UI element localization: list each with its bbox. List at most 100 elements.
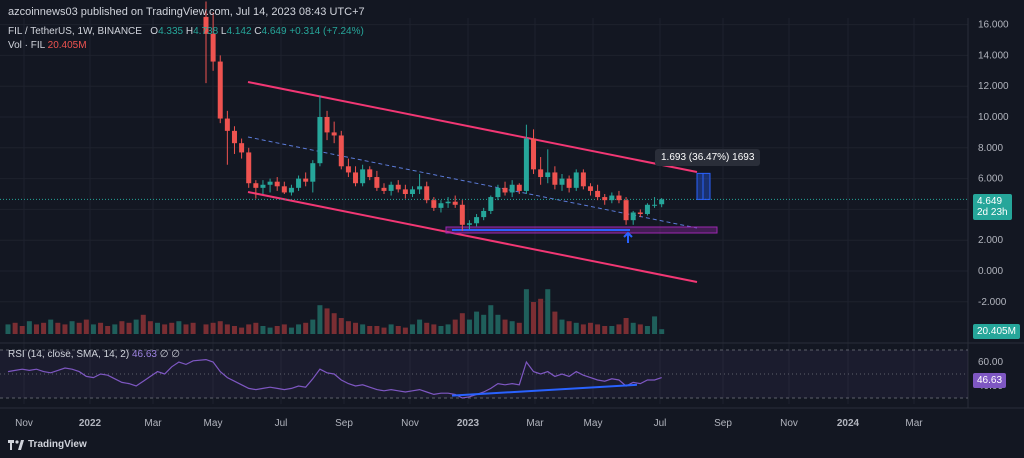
volume-bar-25: [381, 327, 387, 334]
candle-body-54: [587, 186, 593, 191]
candle-body-5: [239, 143, 245, 153]
rsi-legend: RSI (14, close, SMA, 14, 2) 46.63 ∅ ∅: [8, 349, 180, 360]
volume-bar-10: [274, 326, 280, 334]
price-tick-label-1: 0.000: [978, 266, 1003, 277]
volume-bar-2: [217, 321, 223, 334]
volume-bar-28: [402, 327, 408, 334]
time-tick-label-8: Mar: [526, 418, 544, 429]
candle-body-37: [466, 223, 472, 225]
volume-bar-41: [495, 314, 501, 334]
high-label: H: [185, 26, 194, 37]
volume-bar-50: [559, 319, 565, 334]
candle-body-60: [630, 212, 636, 221]
time-tick-label-7: 2023: [457, 418, 480, 429]
time-tick-label-13: 2024: [837, 418, 860, 429]
rsi-tick-label-1: 60.00: [978, 357, 1003, 368]
rsi-extra: ∅ ∅: [159, 349, 180, 360]
symbol-legend: FIL / TetherUS, 1W, BINANCE O4.335 H4.73…: [8, 26, 364, 37]
volume-bar-44: [516, 322, 522, 334]
candle-body-59: [623, 200, 629, 221]
candle-body-30: [417, 186, 423, 190]
time-tick-label-1: 2022: [79, 418, 102, 429]
candle-body-46: [531, 138, 537, 170]
tradingview-logo-icon: [8, 439, 24, 450]
volume-bar-59: [623, 318, 629, 334]
volume-bar-60: [630, 322, 636, 334]
volume-bar-pre-22: [162, 324, 168, 334]
price-tick-label-6: 10.000: [978, 112, 1009, 123]
rsi-label[interactable]: RSI (14, close, SMA, 14, 2): [8, 349, 130, 360]
volume-bar-7: [253, 322, 259, 334]
candle-body-31: [424, 186, 430, 201]
candle-body-39: [481, 210, 487, 218]
candle-body-12: [288, 187, 294, 193]
volume-bar-pre-6: [48, 319, 54, 334]
volume-bar-11: [281, 324, 287, 334]
volume-bar-16: [317, 305, 323, 334]
volume-bar-57: [609, 326, 615, 334]
volume-bar-64: [659, 329, 665, 334]
low-label: L: [220, 26, 227, 37]
price-tick-label-8: 14.000: [978, 50, 1009, 61]
symbol-name[interactable]: FIL / TetherUS, 1W, BINANCE: [8, 26, 142, 37]
publish-info: azcoinnews03 published on TradingView.co…: [8, 6, 365, 18]
price-badge: 4.649 2d 23h: [973, 194, 1012, 220]
volume-badge: 20.405M: [973, 324, 1020, 339]
time-tick-label-6: Nov: [401, 418, 419, 429]
volume-bar-pre-13: [98, 322, 104, 334]
volume-bar-48: [545, 289, 551, 334]
volume-bar-47: [538, 298, 544, 334]
candle-body-20: [345, 166, 351, 173]
volume-bar-43: [509, 321, 515, 334]
time-tick-label-11: Sep: [714, 418, 732, 429]
volume-bar-63: [652, 316, 658, 334]
volume-bar-pre-0: [5, 324, 11, 334]
volume-bar-pre-11: [83, 319, 89, 334]
price-tick-label-9: 16.000: [978, 20, 1009, 31]
candle-body-49: [552, 172, 558, 185]
volume-bar-pre-9: [69, 321, 75, 334]
volume-bar-35: [452, 319, 458, 334]
brand[interactable]: TradingView: [8, 439, 87, 450]
candle-body-64: [659, 199, 665, 205]
volume-value: 20.405M: [47, 40, 87, 51]
volume-bar-pre-2: [19, 326, 25, 334]
volume-bar-pre-21: [155, 322, 161, 334]
candle-body-48: [545, 172, 551, 178]
candle-body-41: [495, 187, 501, 198]
volume-bar-31: [424, 322, 430, 334]
volume-bar-15: [310, 319, 316, 334]
time-tick-label-5: Sep: [335, 418, 353, 429]
volume-label[interactable]: Vol · FIL: [8, 40, 45, 51]
volume-bar-24: [374, 326, 380, 334]
channel-lower-line: [247, 191, 698, 283]
volume-bar-17: [324, 308, 330, 334]
candle-body-3: [224, 118, 230, 131]
volume-bar-42: [502, 319, 508, 334]
volume-bar-36: [459, 313, 465, 334]
candle-body-50: [559, 178, 565, 185]
open-label: O: [150, 26, 159, 37]
candle-body-23: [367, 169, 373, 178]
candle-body-19: [338, 135, 344, 167]
volume-bar-pre-17: [126, 322, 132, 334]
volume-bar-18: [331, 313, 337, 334]
candle-body-13: [296, 178, 302, 188]
open-value: 4.335: [158, 26, 184, 37]
candle-body-42: [502, 187, 508, 193]
volume-bar-61: [637, 324, 643, 334]
candle-body-25: [381, 187, 387, 191]
candle-body-9: [267, 181, 273, 185]
volume-bar-pre-19: [140, 314, 146, 334]
candle-body-8: [260, 184, 266, 188]
candle-body-33: [438, 203, 444, 208]
volume-bar-pre-7: [55, 322, 61, 334]
measure-tooltip: 1.693 (36.47%) 1693: [655, 149, 761, 166]
volume-bar-4: [231, 326, 237, 334]
volume-bar-1: [210, 322, 216, 334]
volume-bar-29: [409, 324, 415, 334]
candle-body-32: [431, 200, 437, 208]
candle-body-47: [538, 169, 544, 178]
candle-body-2: [217, 61, 223, 119]
